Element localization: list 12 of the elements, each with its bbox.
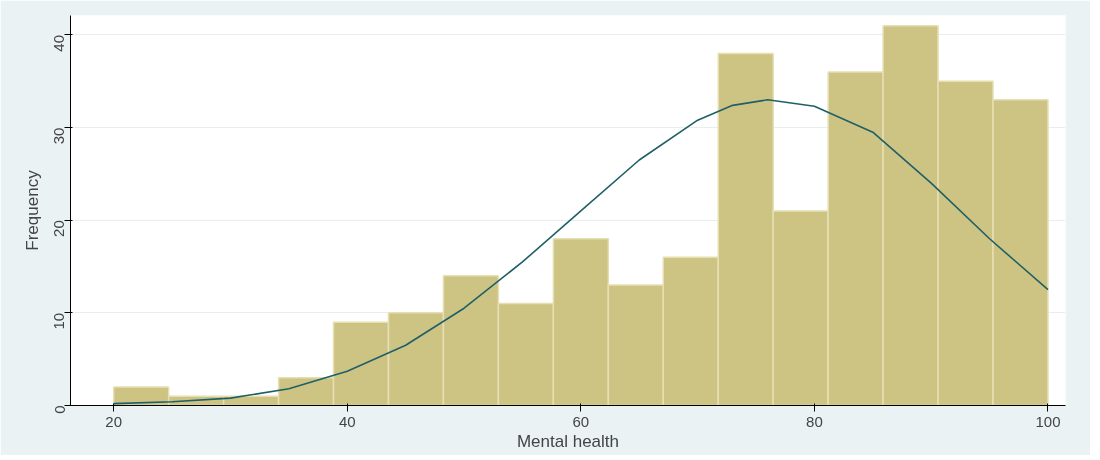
x-tick-label: 40 bbox=[338, 412, 356, 430]
x-tick-label: 60 bbox=[572, 412, 590, 430]
x-tick-label: 20 bbox=[105, 412, 123, 430]
x-tick-label: 100 bbox=[1035, 412, 1061, 430]
y-tick-label: 40 bbox=[50, 34, 68, 52]
y-tick-label: 20 bbox=[50, 220, 68, 237]
y-tick-label: 0 bbox=[50, 405, 68, 414]
y-tick-label: 10 bbox=[50, 312, 68, 330]
y-axis-title: Frequency bbox=[22, 169, 42, 251]
x-axis-title: Mental health bbox=[516, 431, 620, 451]
y-tick-label: 30 bbox=[50, 127, 68, 145]
x-tick-label: 80 bbox=[806, 412, 823, 430]
